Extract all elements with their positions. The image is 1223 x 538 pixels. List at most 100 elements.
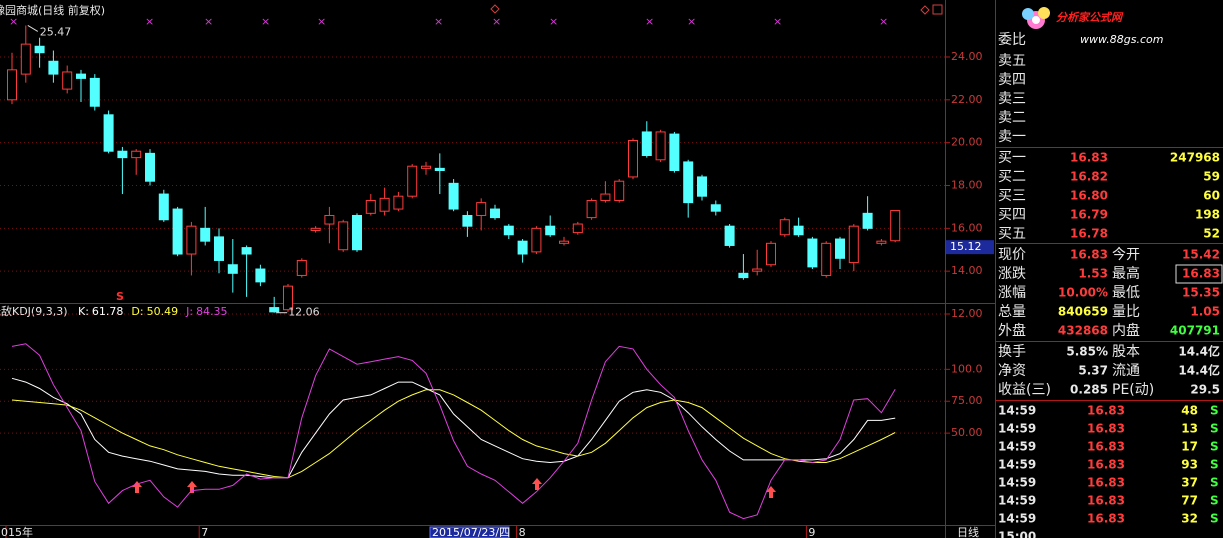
trade-cell: 16.83 xyxy=(1087,404,1125,418)
cursor-price: 15.12 xyxy=(950,240,982,253)
watermark: 分析家公式网 www.88gs.com xyxy=(1022,7,1163,46)
candle-body xyxy=(296,259,307,276)
candle-body xyxy=(448,182,459,210)
candle-body xyxy=(476,202,487,216)
stat-label: 今开 xyxy=(1112,247,1140,263)
candle-body xyxy=(848,225,859,264)
ratio-label: 委比 xyxy=(998,32,1026,48)
stat-label: 现价 xyxy=(998,247,1026,263)
x-tick-label: 9 xyxy=(808,526,815,538)
candle-body xyxy=(158,193,169,221)
fund-value: 0.285 xyxy=(1070,383,1108,397)
candle-body xyxy=(227,264,238,274)
bid-label: 买四 xyxy=(998,207,1026,223)
legend-value: 50.49 xyxy=(147,305,179,318)
y-tick-label: 24.00 xyxy=(951,50,983,63)
candle-body xyxy=(352,214,362,251)
logo-center xyxy=(1032,16,1040,24)
stat-label: 总量 xyxy=(998,304,1026,320)
stat-label: 最低 xyxy=(1112,285,1140,301)
stat-value: 15.35 xyxy=(1182,286,1220,300)
candle-body xyxy=(697,176,707,197)
candle-body xyxy=(862,212,873,229)
marker: × xyxy=(645,15,654,28)
x-tick-label: 7 xyxy=(201,526,208,538)
y-tick-label: 50.00 xyxy=(951,426,983,439)
bid-volume: 59 xyxy=(1203,170,1220,184)
sell-mark: S xyxy=(116,290,124,303)
y-tick-label: 20.00 xyxy=(951,136,983,149)
highlight-box xyxy=(1175,264,1223,284)
candle-body xyxy=(821,242,832,276)
stat-label: 涨跌 xyxy=(998,266,1026,282)
candle-body xyxy=(145,152,155,182)
fund-value: 14.4亿 xyxy=(1178,363,1220,378)
candle-body xyxy=(503,225,514,236)
legend-value: 61.78 xyxy=(92,305,124,318)
candle-body xyxy=(7,69,17,101)
candle-body xyxy=(628,140,638,178)
candle-body xyxy=(62,71,73,90)
kdj-line xyxy=(11,389,896,479)
candle-body xyxy=(393,195,404,210)
trade-cell: S xyxy=(1210,494,1219,508)
trade-cell: 14:59 xyxy=(998,476,1036,490)
stat-value: 10.00% xyxy=(1058,286,1108,300)
indicator-title: 无敌KDJ(9,3,3) xyxy=(0,304,68,318)
high-pointer xyxy=(27,25,39,32)
trade-cell: 16.83 xyxy=(1087,422,1125,436)
ask-label: 卖二 xyxy=(998,110,1026,126)
stat-value: 407791 xyxy=(1170,324,1220,338)
cursor-price-box xyxy=(946,240,994,255)
ask-label: 卖三 xyxy=(998,91,1026,107)
high-label: 25.47 xyxy=(40,25,72,38)
trade-cell: 16.83 xyxy=(1087,494,1125,508)
marker: × xyxy=(492,15,501,28)
marker: × xyxy=(204,15,213,28)
fund-label: 净资 xyxy=(998,363,1026,379)
trade-cell: S xyxy=(1210,458,1219,472)
stat-label: 量比 xyxy=(1112,304,1140,320)
candle-body xyxy=(559,240,569,244)
trade-cell: 48 xyxy=(1181,404,1198,418)
y-tick-label: 14.00 xyxy=(951,264,983,277)
signal-markers: × × × × × × × × × × × × xyxy=(9,15,888,28)
candle-body xyxy=(683,161,694,204)
stat-value: 16.83 xyxy=(1182,267,1220,281)
trade-cell: 17 xyxy=(1181,440,1198,454)
fund-value: 5.37 xyxy=(1078,364,1108,378)
candle-body xyxy=(283,285,293,311)
period-label: 日线 xyxy=(957,525,979,538)
candle-body xyxy=(365,199,376,214)
fund-label: 收益(三) xyxy=(998,382,1051,398)
bid-volume: 198 xyxy=(1195,208,1220,222)
candle-body xyxy=(572,223,583,234)
bid-label: 买二 xyxy=(998,169,1026,185)
stat-label: 内盘 xyxy=(1112,322,1140,339)
stat-label: 外盘 xyxy=(998,322,1026,339)
bid-price: 16.79 xyxy=(1070,208,1108,222)
candle-body xyxy=(407,165,418,197)
candle-body xyxy=(641,131,652,157)
candle-body xyxy=(117,150,128,159)
window-icon[interactable] xyxy=(932,4,943,15)
candle-body xyxy=(89,77,100,107)
trade-cell: S xyxy=(1210,404,1219,418)
candle-body xyxy=(338,221,349,251)
candle-body xyxy=(34,45,45,54)
x-tick-label: 8 xyxy=(519,526,526,538)
y-tick-label: 100.0 xyxy=(951,362,983,375)
candle-body xyxy=(310,227,321,231)
candle-body xyxy=(835,238,845,259)
fund-value: 14.4亿 xyxy=(1178,344,1220,359)
trade-cell: 77 xyxy=(1181,494,1198,508)
marker: × xyxy=(879,15,888,28)
stat-value: 1.53 xyxy=(1078,267,1108,281)
stat-value: 1.05 xyxy=(1190,305,1220,319)
candle-body xyxy=(766,242,776,266)
bid-price: 16.80 xyxy=(1070,189,1108,203)
candle-body xyxy=(462,214,473,227)
